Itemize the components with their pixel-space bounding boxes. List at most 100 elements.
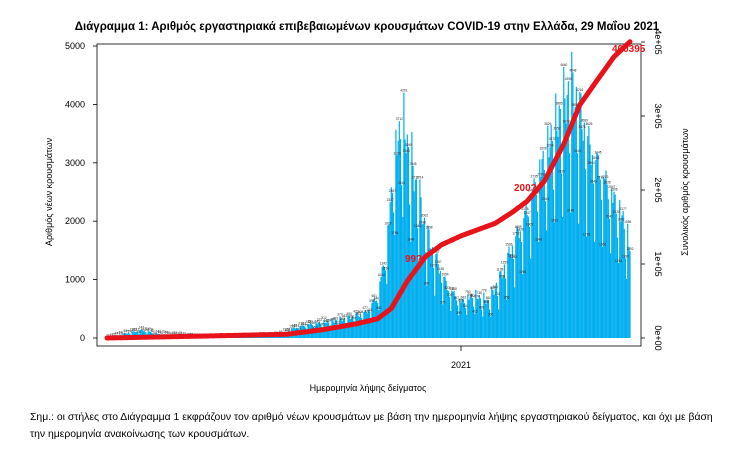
bar-value-label: 4216 bbox=[576, 88, 583, 92]
bar-value-label: 2763 bbox=[537, 173, 544, 177]
bar bbox=[141, 329, 143, 338]
bar bbox=[359, 314, 362, 338]
bar bbox=[383, 266, 386, 338]
bar bbox=[467, 294, 469, 338]
bar bbox=[390, 187, 392, 338]
bar-value-label: 343 bbox=[342, 314, 348, 318]
bar bbox=[399, 139, 402, 338]
footnote: Σημ.: οι στήλες στο Διάγραμμα 1 εκφράζου… bbox=[30, 412, 713, 440]
bar-value-label: 105 bbox=[285, 328, 291, 332]
cumulative-line-group bbox=[104, 39, 633, 341]
bar bbox=[396, 155, 398, 338]
bar bbox=[542, 150, 544, 338]
bar bbox=[494, 288, 496, 338]
bar bbox=[514, 287, 516, 338]
bar bbox=[362, 325, 364, 338]
bar-value-label: 112 bbox=[283, 327, 288, 331]
bar bbox=[139, 330, 141, 338]
bar-value-label: 1353 bbox=[510, 255, 517, 259]
bar bbox=[357, 315, 359, 338]
bar-value-label: 109 bbox=[148, 328, 154, 332]
bar bbox=[430, 254, 432, 338]
bar-value-label: 658 bbox=[504, 296, 510, 300]
bar-value-label: 408 bbox=[358, 310, 364, 314]
bar-value-label: 2964 bbox=[588, 161, 595, 165]
bar-value-label: 1437 bbox=[432, 250, 439, 254]
bar bbox=[526, 214, 528, 338]
bar-value-label: 3712 bbox=[396, 117, 403, 121]
bar bbox=[557, 136, 559, 338]
bar bbox=[451, 290, 453, 338]
bar bbox=[381, 266, 383, 338]
bar bbox=[565, 123, 567, 338]
bar-value-label: 43 bbox=[117, 331, 121, 335]
chart-title: Διάγραμμα 1: Αριθμός εργαστηριακά επιβεβ… bbox=[74, 21, 660, 33]
bar bbox=[596, 152, 598, 338]
bar bbox=[415, 179, 418, 338]
bar bbox=[550, 124, 552, 338]
bar-value-label: 178 bbox=[292, 324, 298, 328]
bar bbox=[534, 182, 536, 338]
bar-value-label: 13 bbox=[108, 333, 112, 337]
bar-value-label: 1565 bbox=[599, 243, 606, 247]
bar bbox=[388, 224, 390, 338]
bar-value-label: 3552 bbox=[553, 127, 560, 131]
bar-value-label: 21 bbox=[110, 333, 114, 337]
bar-value-label: 736 bbox=[477, 291, 483, 295]
bar-value-label: 3629 bbox=[544, 122, 551, 126]
bar-value-label: 2062 bbox=[421, 214, 428, 218]
bar-value-label: 1566 bbox=[505, 243, 512, 247]
bar-value-label: 1259 bbox=[501, 260, 508, 264]
bar bbox=[625, 278, 628, 338]
bar bbox=[617, 262, 620, 338]
bar bbox=[503, 264, 505, 338]
bar bbox=[380, 277, 382, 338]
bar bbox=[544, 201, 547, 338]
bar-value-label: 159 bbox=[289, 325, 295, 329]
bar bbox=[460, 302, 462, 338]
bar bbox=[620, 221, 622, 338]
bar bbox=[629, 250, 631, 338]
bar-value-label: 297 bbox=[351, 317, 357, 321]
bar bbox=[438, 273, 440, 338]
bar-value-label: 251 bbox=[308, 319, 314, 323]
bar-value-label: 74 bbox=[128, 330, 132, 334]
bar-value-label: 1956 bbox=[624, 220, 631, 224]
bar bbox=[417, 228, 419, 338]
bar bbox=[414, 179, 416, 338]
bar bbox=[423, 217, 426, 338]
bar bbox=[598, 175, 600, 338]
bar bbox=[378, 309, 380, 338]
bar-value-label: 174 bbox=[294, 324, 300, 328]
bar bbox=[588, 126, 590, 338]
bar bbox=[608, 218, 611, 338]
bar bbox=[338, 328, 340, 338]
bar bbox=[571, 51, 573, 338]
y2-tick-label: 4e+05 bbox=[653, 29, 663, 54]
y2-tick-label: 1e+05 bbox=[653, 251, 663, 276]
bar bbox=[330, 328, 332, 338]
bar-value-label: 2148 bbox=[567, 209, 574, 213]
bar-value-label: 66 bbox=[137, 330, 141, 334]
bar bbox=[567, 81, 569, 338]
bar-value-label: 3129 bbox=[394, 151, 401, 155]
y-tick-label: 4000 bbox=[65, 99, 85, 109]
bar bbox=[560, 173, 563, 338]
bar-value-label: 415 bbox=[472, 310, 478, 314]
bar bbox=[367, 310, 370, 338]
bar bbox=[428, 229, 430, 338]
annotation-mid: 200? bbox=[514, 183, 537, 194]
bar-value-label: 48 bbox=[174, 331, 178, 335]
bar bbox=[452, 291, 454, 338]
bar-value-label: 4548 bbox=[569, 68, 576, 72]
bar bbox=[446, 289, 448, 338]
bar bbox=[470, 293, 472, 338]
bar-value-label: 2945 bbox=[409, 162, 416, 166]
bar-value-label: 70 bbox=[162, 330, 166, 334]
bar-value-label: 4398 bbox=[565, 77, 572, 81]
bar-value-label: 50 bbox=[167, 331, 171, 335]
bar bbox=[498, 309, 500, 338]
bar bbox=[493, 294, 495, 338]
bar bbox=[350, 318, 352, 338]
bar-value-label: 3206 bbox=[540, 147, 547, 151]
